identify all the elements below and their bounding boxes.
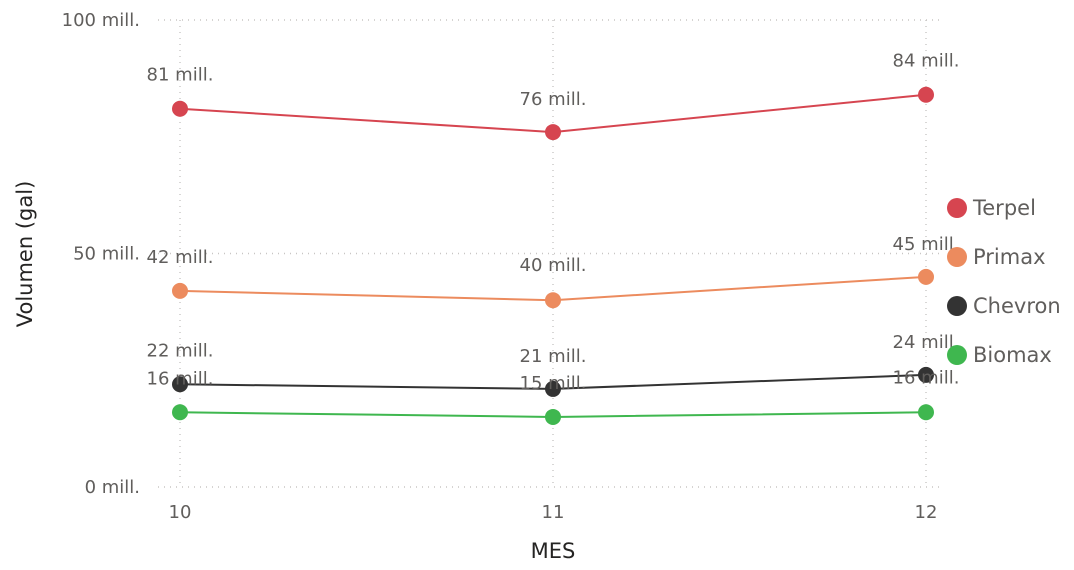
legend-item-terpel[interactable]: Terpel <box>947 196 1036 220</box>
legend-item-biomax[interactable]: Biomax <box>947 343 1052 367</box>
data-point-biomax[interactable] <box>918 404 934 421</box>
data-label-biomax: 15 mill. <box>520 373 587 394</box>
legend-item-chevron[interactable]: Chevron <box>947 294 1061 318</box>
x-tick-label: 10 <box>169 502 192 523</box>
legend-item-primax[interactable]: Primax <box>947 245 1046 269</box>
data-label-chevron: 21 mill. <box>520 346 587 367</box>
data-label-terpel: 76 mill. <box>520 89 587 110</box>
data-point-terpel[interactable] <box>545 124 561 141</box>
x-axis-ticks: 10 11 12 <box>169 502 938 523</box>
data-point-terpel[interactable] <box>172 100 188 117</box>
x-tick-label: 11 <box>542 502 565 523</box>
x-tick-label: 12 <box>915 502 938 523</box>
legend-marker <box>947 198 967 218</box>
x-axis-title: MES <box>531 539 576 563</box>
data-label-biomax: 16 mill. <box>147 368 214 389</box>
data-label-primax: 40 mill. <box>520 255 587 276</box>
y-tick-label: 100 mill. <box>62 10 140 31</box>
data-point-chevron[interactable] <box>918 366 934 383</box>
data-label-terpel: 84 mill. <box>893 51 960 72</box>
data-labels: 81 mill. 76 mill. 84 mill. 42 mill. 40 mill.… <box>147 51 960 394</box>
data-point-biomax[interactable] <box>172 404 188 421</box>
data-label-chevron: 24 mill. <box>893 332 960 353</box>
data-point-chevron[interactable] <box>172 376 188 393</box>
legend-marker <box>947 247 967 267</box>
legend-marker <box>947 345 967 365</box>
legend-label: Chevron <box>973 294 1061 318</box>
data-label-chevron: 22 mill. <box>147 340 214 361</box>
legend-label: Primax <box>973 245 1046 269</box>
y-tick-label: 0 mill. <box>85 477 140 498</box>
data-point-biomax[interactable] <box>545 408 561 425</box>
data-point-terpel[interactable] <box>918 86 934 103</box>
data-point-primax[interactable] <box>918 268 934 285</box>
data-label-primax: 42 mill. <box>147 247 214 268</box>
y-tick-label: 50 mill. <box>73 244 140 265</box>
data-point-primax[interactable] <box>172 282 188 299</box>
y-axis-title: Volumen (gal) <box>13 181 37 328</box>
legend-label: Biomax <box>973 343 1052 367</box>
data-label-primax: 45 mill. <box>893 234 960 255</box>
data-point-primax[interactable] <box>545 292 561 309</box>
legend: Terpel Primax Chevron Biomax <box>947 196 1061 367</box>
y-axis-ticks: 0 mill. 50 mill. 100 mill. <box>62 10 140 498</box>
series-lines <box>172 86 934 425</box>
legend-label: Terpel <box>972 196 1036 220</box>
data-label-biomax: 16 mill. <box>893 367 960 388</box>
data-point-chevron[interactable] <box>545 380 561 397</box>
legend-marker <box>947 296 967 316</box>
data-label-terpel: 81 mill. <box>147 65 214 86</box>
